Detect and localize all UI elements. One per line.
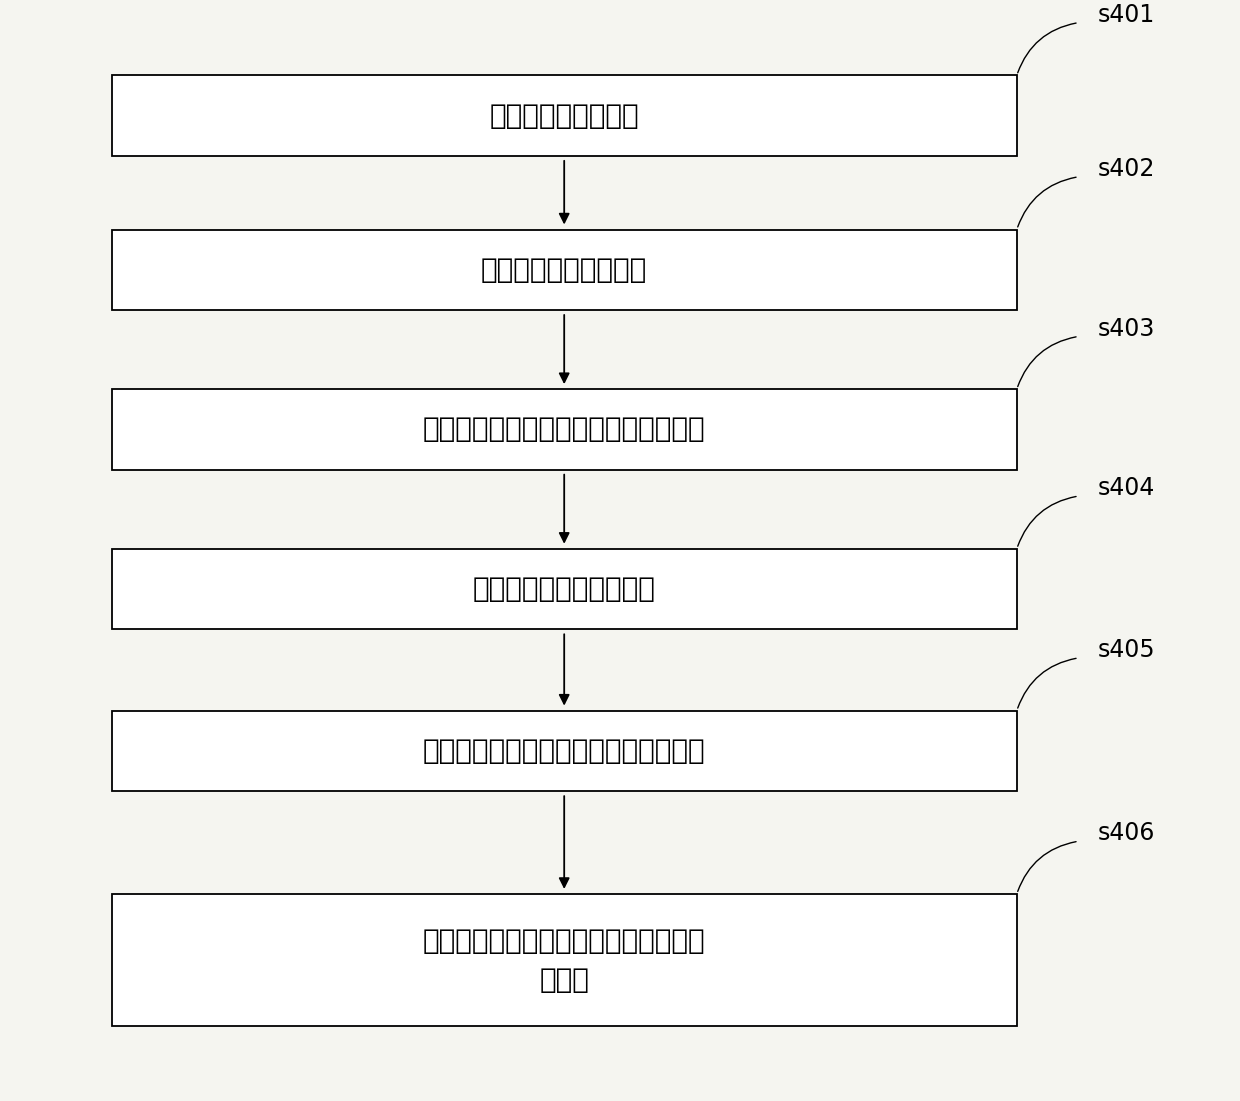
Bar — [112, 75, 1017, 155]
Bar — [112, 711, 1017, 791]
Bar — [112, 548, 1017, 629]
Text: 在金属层上沉积介质，形成沉积介质层: 在金属层上沉积介质，形成沉积介质层 — [423, 737, 706, 765]
Bar — [112, 894, 1017, 1026]
Text: 安装泵浦光发射装置，向增益介质发射
泵浦光: 安装泵浦光发射装置，向增益介质发射 泵浦光 — [423, 927, 706, 993]
Text: 在基底上溅射金属层: 在基底上溅射金属层 — [490, 101, 639, 130]
Text: s406: s406 — [1097, 821, 1154, 846]
Text: s404: s404 — [1097, 477, 1154, 500]
Text: 在金属层上刻蚀增益槽: 在金属层上刻蚀增益槽 — [481, 255, 647, 284]
Text: s405: s405 — [1097, 639, 1154, 662]
Text: s401: s401 — [1097, 3, 1154, 26]
Text: 在增益槽内填充增益介质和饱和吸收体: 在增益槽内填充增益介质和饱和吸收体 — [423, 415, 706, 444]
Text: 在金属层上刻蚀波导凹槽: 在金属层上刻蚀波导凹槽 — [472, 575, 656, 603]
Text: s403: s403 — [1097, 317, 1154, 340]
Bar — [112, 230, 1017, 310]
Text: s402: s402 — [1097, 157, 1154, 181]
Bar — [112, 390, 1017, 469]
